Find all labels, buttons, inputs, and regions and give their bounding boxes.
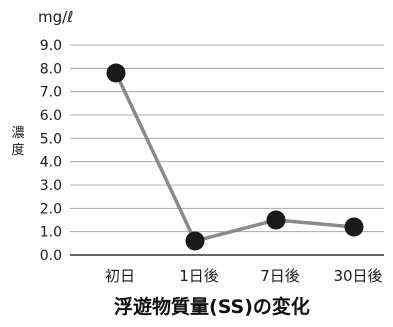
data-point bbox=[344, 217, 364, 237]
y-tick-label: 4.0 bbox=[40, 155, 62, 171]
unit-label: mg/ℓ bbox=[38, 8, 73, 26]
y-tick-label: 9.0 bbox=[40, 38, 62, 54]
data-points bbox=[106, 63, 364, 251]
data-point bbox=[106, 63, 126, 83]
x-tick-label: 初日 bbox=[105, 267, 135, 285]
y-tick-label: 8.0 bbox=[40, 61, 62, 77]
chart-title: 浮遊物質量(SS)の変化 bbox=[114, 295, 310, 318]
y-tick-label: 5.0 bbox=[40, 131, 62, 147]
y-tick-label: 1.0 bbox=[40, 225, 62, 241]
y-axis-label-char: 度 bbox=[11, 142, 24, 158]
y-axis-label: 濃度 bbox=[11, 126, 24, 158]
series-line-path bbox=[114, 72, 355, 243]
y-tick-label: 0.0 bbox=[40, 248, 62, 264]
y-tick-label: 3.0 bbox=[40, 178, 62, 194]
data-point bbox=[266, 210, 286, 230]
x-tick-label: 30日後 bbox=[333, 267, 382, 285]
y-tick-labels: 0.0 1.0 2.0 3.0 4.0 5.0 6.0 7.0 8.0 9.0 bbox=[40, 38, 62, 264]
y-tick-label: 2.0 bbox=[40, 201, 62, 217]
y-axis-label-char: 濃 bbox=[11, 126, 24, 141]
x-tick-label: 1日後 bbox=[179, 267, 219, 285]
y-tick-label: 6.0 bbox=[40, 108, 62, 124]
x-tick-labels: 初日 1日後 7日後 30日後 bbox=[105, 267, 383, 285]
y-tick-label: 7.0 bbox=[40, 85, 62, 101]
data-point bbox=[185, 231, 205, 251]
gridlines bbox=[70, 44, 384, 256]
x-tick-label: 7日後 bbox=[260, 267, 300, 285]
series-line bbox=[114, 72, 355, 243]
